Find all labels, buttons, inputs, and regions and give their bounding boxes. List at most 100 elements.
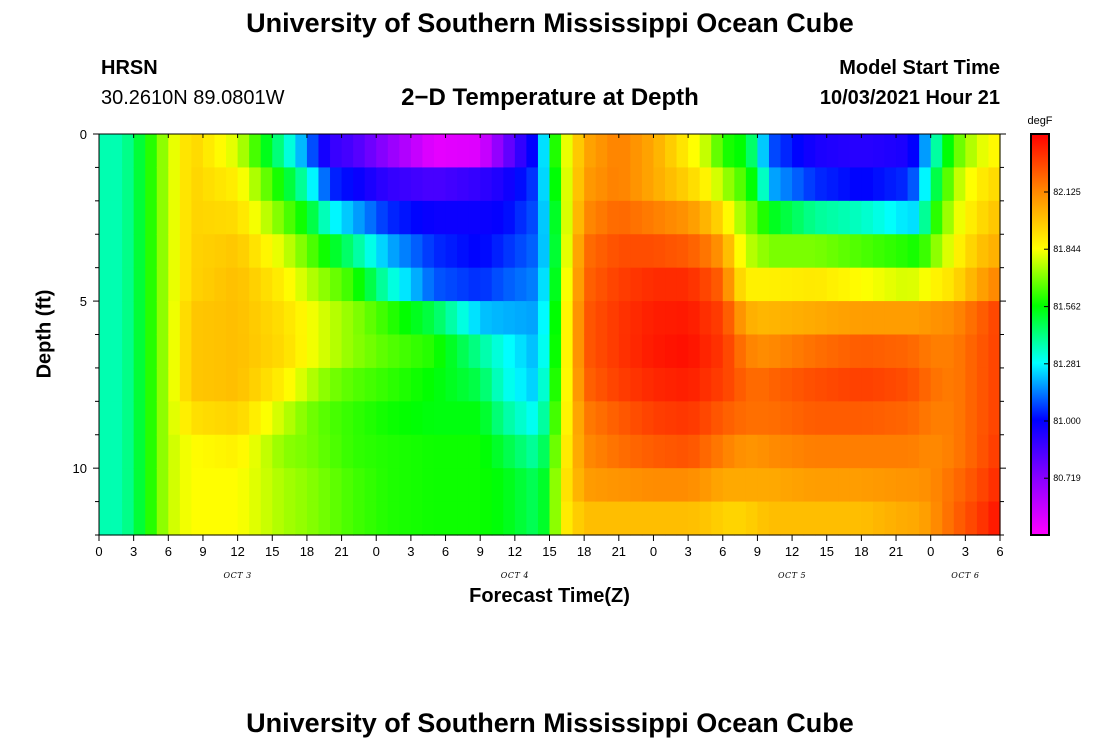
heatmap-cell [156, 234, 169, 269]
heatmap-cell [872, 367, 886, 402]
heatmap-cell [491, 334, 504, 369]
heatmap-cell [306, 401, 320, 436]
heatmap-cell [607, 200, 620, 235]
heatmap-cell [919, 334, 932, 369]
heatmap-cell [861, 234, 874, 269]
heatmap-cell [688, 501, 701, 536]
heatmap-cell [815, 267, 828, 302]
heatmap-cell [768, 367, 782, 402]
heatmap-cell [561, 367, 574, 402]
heatmap-cell [514, 501, 527, 536]
heatmap-cell [503, 167, 516, 202]
heatmap-cell [872, 401, 886, 436]
heatmap-cell [803, 134, 816, 169]
heatmap-cell [792, 334, 805, 369]
heatmap-cell [387, 167, 400, 202]
heatmap-cell [988, 468, 1001, 503]
heatmap-cell [179, 301, 193, 336]
heatmap-cell [133, 334, 146, 369]
heatmap-cell [919, 367, 932, 402]
heatmap-cell [214, 501, 227, 536]
heatmap-cell [399, 267, 412, 302]
heatmap-cell [214, 367, 227, 402]
model-start-label: Model Start Time [839, 57, 1000, 79]
heatmap-cell [988, 401, 1001, 436]
heatmap-cell [260, 301, 273, 336]
heatmap-cell [341, 401, 354, 436]
heatmap-cell [283, 401, 296, 436]
heatmap-cell [468, 434, 481, 469]
heatmap-cell [99, 334, 112, 369]
heatmap-cell [688, 267, 701, 302]
heatmap-cell [445, 234, 458, 269]
heatmap-cell [861, 301, 874, 336]
heatmap-cell [272, 167, 285, 202]
heatmap-cell [341, 200, 354, 235]
heatmap-cell [330, 267, 343, 302]
heatmap-cell [433, 367, 447, 402]
heatmap-cell [884, 234, 897, 269]
heatmap-cell [907, 301, 920, 336]
heatmap-cell [572, 434, 585, 469]
heatmap-cell [561, 401, 574, 436]
heatmap-cell [942, 200, 955, 235]
heatmap-cell [480, 434, 493, 469]
heatmap-cell [353, 501, 366, 536]
heatmap-cell [191, 334, 204, 369]
heatmap-cell [584, 501, 597, 536]
heatmap-cell [295, 200, 308, 235]
heatmap-cell [526, 134, 539, 169]
heatmap-cell [514, 234, 527, 269]
heatmap-cell [249, 334, 262, 369]
heatmap-cell [433, 334, 447, 369]
heatmap-cell [387, 401, 400, 436]
heatmap-cell [191, 301, 204, 336]
heatmap-cell [364, 234, 377, 269]
heatmap-cell [295, 401, 308, 436]
heatmap-cell [156, 501, 169, 536]
heatmap-cell [907, 468, 920, 503]
heatmap-cell [919, 234, 932, 269]
heatmap-cell [433, 301, 447, 336]
heatmap-cell [630, 468, 643, 503]
heatmap-cell [122, 468, 135, 503]
heatmap-cell [156, 134, 169, 169]
heatmap-cell [930, 334, 943, 369]
heatmap-cell [318, 200, 331, 235]
heatmap-cell [953, 334, 966, 369]
heatmap-cell [919, 501, 932, 536]
colorbar: degF 80.719 81.000 81.281 81.562 81.844 82.12… [1027, 115, 1081, 536]
heatmap-cell [237, 367, 250, 402]
heatmap-cell [295, 167, 308, 202]
heatmap-cell [237, 401, 250, 436]
heatmap-cell [745, 501, 759, 536]
heatmap-cell [399, 434, 412, 469]
heatmap-cell [399, 301, 412, 336]
heatmap-cell [503, 234, 516, 269]
heatmap-cell [734, 367, 747, 402]
heatmap-cell [907, 434, 920, 469]
heatmap-cell [826, 401, 839, 436]
heatmap-cell [364, 200, 377, 235]
heatmap-cell [942, 134, 955, 169]
heatmap-cell [387, 468, 400, 503]
heatmap-cell [237, 234, 250, 269]
heatmap-cell [514, 401, 527, 436]
heatmap-cell [792, 401, 805, 436]
x-tick-label: 0 [927, 544, 934, 559]
heatmap-cell [526, 334, 539, 369]
heatmap-cell [815, 134, 828, 169]
heatmap-cell [122, 301, 135, 336]
heatmap-cell [191, 434, 204, 469]
heatmap-cell [318, 468, 331, 503]
heatmap-cell [249, 501, 262, 536]
heatmap-cell [399, 468, 412, 503]
heatmap-cell [861, 334, 874, 369]
heatmap-cell [168, 334, 181, 369]
heatmap-cell [133, 301, 146, 336]
heatmap-cell [272, 301, 285, 336]
heatmap-cell [226, 401, 239, 436]
heatmap-cell [815, 501, 828, 536]
x-tick-label: 6 [165, 544, 172, 559]
heatmap-cell [826, 200, 839, 235]
